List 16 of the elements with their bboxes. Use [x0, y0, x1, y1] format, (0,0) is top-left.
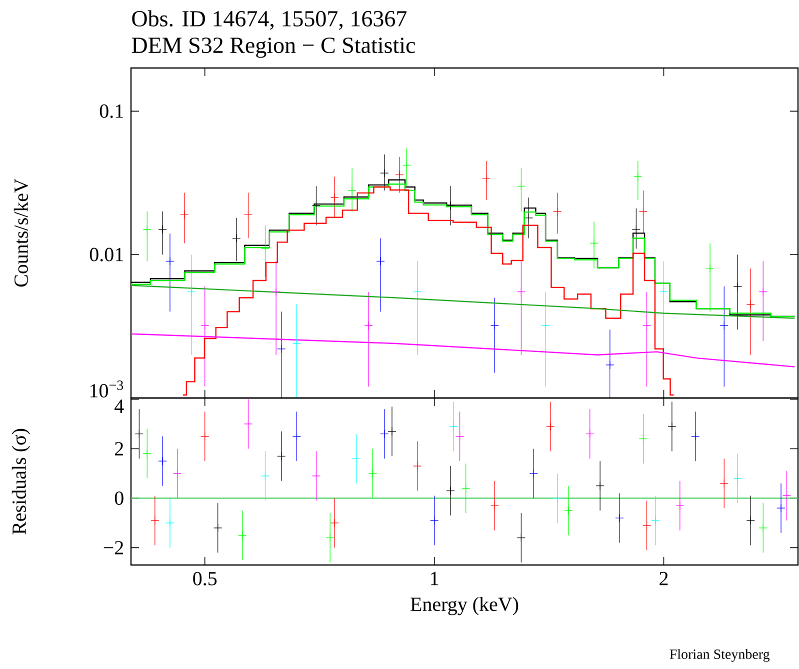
- x-axis-title: Energy (keV): [410, 596, 518, 616]
- text: Florian Steynberg: [670, 649, 770, 662]
- y-axis-title: Counts/s/keV: [14, 178, 28, 287]
- y-tick-label: 2: [115, 442, 124, 456]
- y-tick-label: 10$^{−3}$: [90, 380, 124, 398]
- chart-title: Obs. ID 14674, 15507, 16367: [132, 10, 407, 30]
- chart-subtitle: DEM S32 Region − C Statistic: [132, 38, 416, 58]
- x-tick-label: 0.5: [193, 572, 217, 586]
- y-tick-label: −2: [104, 541, 124, 554]
- y-tick-label: 0: [114, 491, 124, 505]
- y-tick-label: 0.01: [90, 248, 123, 262]
- y-tick-label: 4: [114, 400, 124, 413]
- x-tick-label: 2: [660, 572, 668, 586]
- x-tick-label: 1: [431, 572, 438, 586]
- y-axis-title: Residuals (σ): [12, 428, 30, 534]
- y-tick-label: 0.1: [100, 104, 123, 118]
